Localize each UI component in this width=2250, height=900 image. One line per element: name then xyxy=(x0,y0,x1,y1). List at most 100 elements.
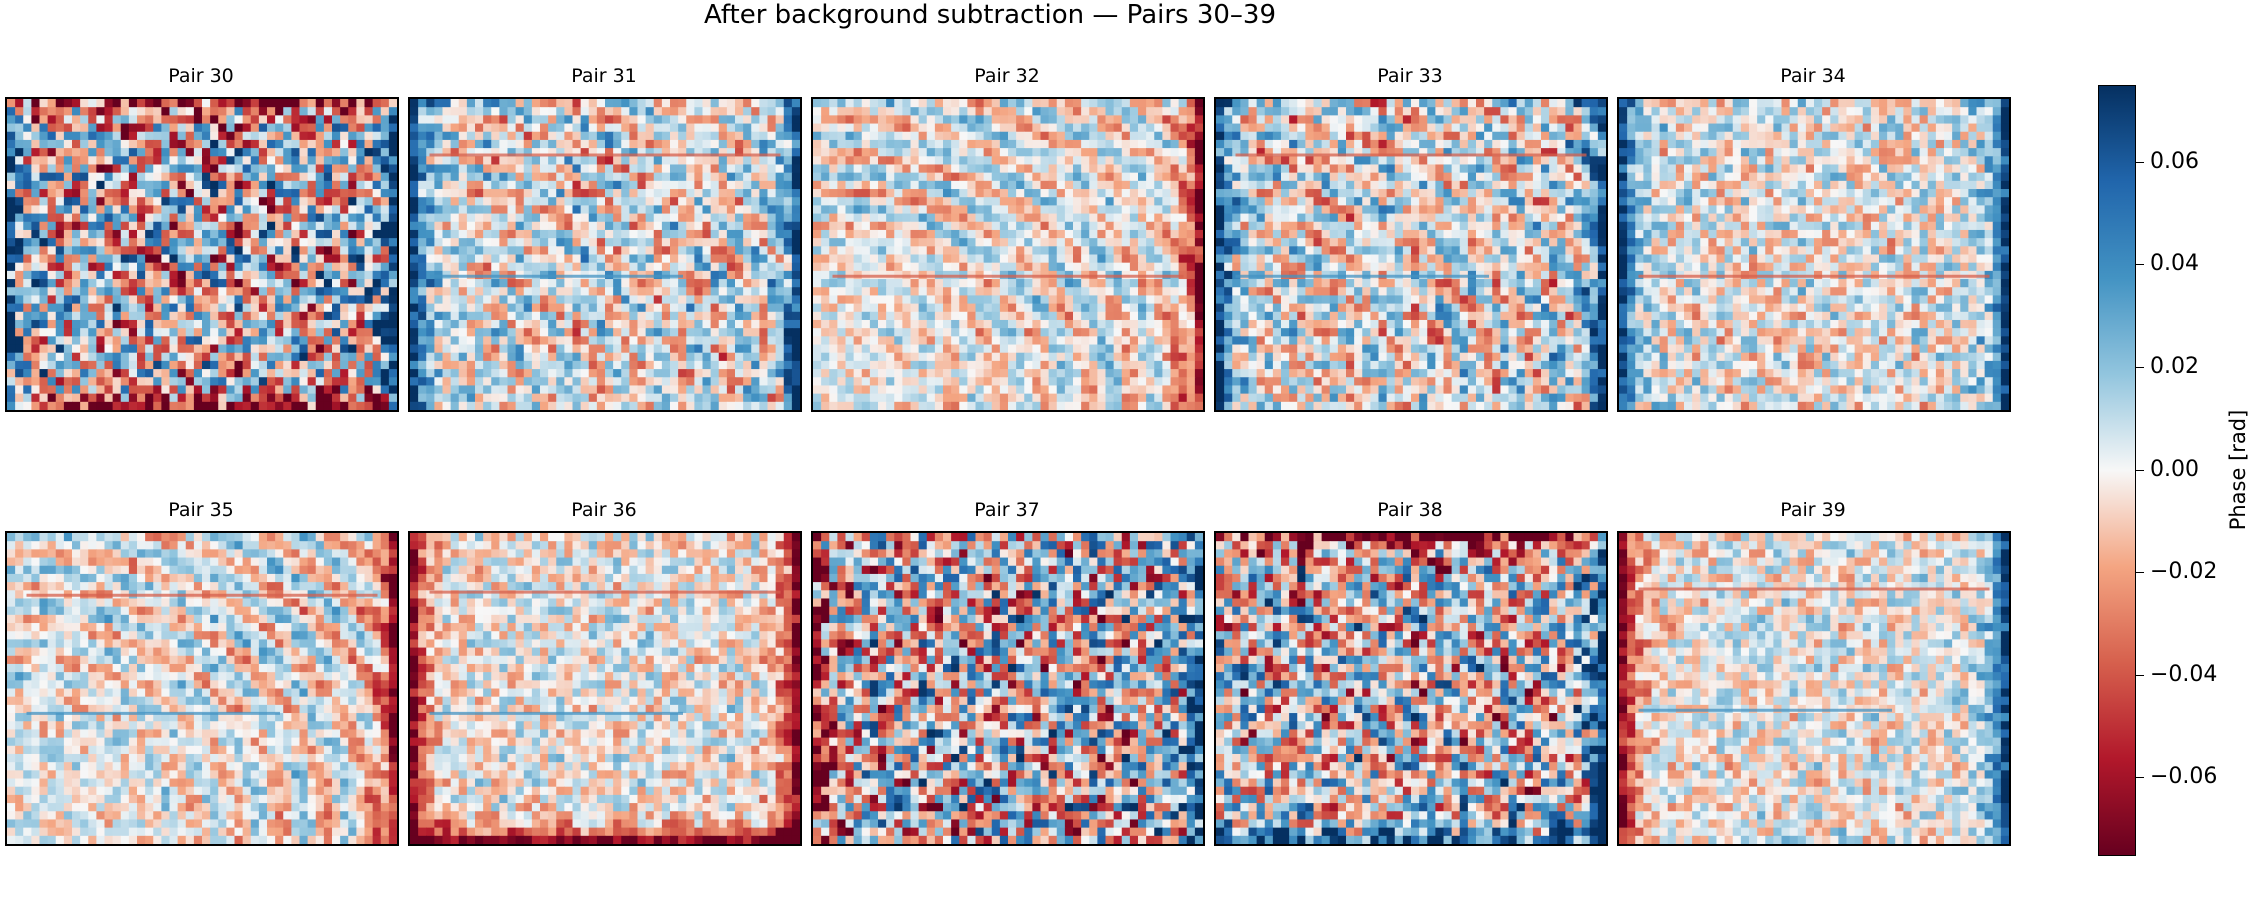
heat-cell xyxy=(15,254,24,264)
heat-cell xyxy=(499,254,509,264)
heat-cell xyxy=(458,238,468,247)
heat-cell xyxy=(572,360,582,370)
heat-cell xyxy=(829,311,838,321)
heat-cell xyxy=(967,319,977,329)
heat-cell xyxy=(426,172,435,182)
heat-cell xyxy=(629,139,639,149)
heat-cell xyxy=(418,311,427,321)
heat-cell xyxy=(410,246,419,256)
heat-cell xyxy=(515,131,525,141)
heat-cell xyxy=(1162,279,1172,288)
heat-cell xyxy=(902,148,912,157)
heat-cell xyxy=(710,246,720,256)
heat-cell xyxy=(975,303,985,313)
heat-cell xyxy=(548,213,557,223)
heat-cell xyxy=(7,377,16,387)
heat-cell xyxy=(104,246,114,256)
heat-cell xyxy=(613,172,622,182)
heat-cell xyxy=(450,385,460,395)
heat-cell xyxy=(1186,229,1196,239)
heat-cell xyxy=(332,221,341,231)
heat-cell xyxy=(15,131,24,141)
heat-cell xyxy=(372,360,382,370)
heat-cell xyxy=(629,107,639,116)
heat-cell xyxy=(821,115,830,125)
heat-cell xyxy=(466,107,476,116)
heat-cell xyxy=(258,221,268,231)
heat-cell xyxy=(637,287,647,297)
heat-cell xyxy=(210,180,219,190)
heat-cell xyxy=(621,213,630,223)
heat-cell xyxy=(1129,189,1139,198)
heat-cell xyxy=(686,189,695,198)
heat-cell xyxy=(418,180,427,190)
heat-cell xyxy=(926,279,936,288)
heat-cell xyxy=(161,360,171,370)
heat-cell xyxy=(283,385,292,395)
heat-cell xyxy=(813,172,822,182)
heat-cell xyxy=(1194,213,1203,223)
heat-cell xyxy=(934,107,944,116)
heat-cell xyxy=(242,287,252,297)
heat-cell xyxy=(128,287,138,297)
heat-cell xyxy=(1162,131,1172,141)
heat-cell xyxy=(226,369,236,378)
heat-cell xyxy=(315,377,325,387)
heat-cell xyxy=(434,221,444,231)
heat-cell xyxy=(507,246,517,256)
heat-cell xyxy=(1194,180,1203,190)
heat-cell xyxy=(523,254,533,264)
heat-cell xyxy=(837,107,847,116)
heat-cell xyxy=(145,270,154,280)
heat-cell xyxy=(1073,164,1082,174)
heat-cell xyxy=(234,180,244,190)
heat-cell xyxy=(458,172,468,182)
heat-cell xyxy=(678,352,687,362)
heat-cell xyxy=(702,107,712,116)
heat-cell xyxy=(7,99,16,108)
heat-cell xyxy=(869,287,879,297)
heat-cell xyxy=(1048,115,1058,125)
heat-cell xyxy=(475,205,484,215)
heat-cell xyxy=(783,360,793,370)
heat-cell xyxy=(315,139,325,149)
heat-cell xyxy=(629,156,639,166)
heat-cell xyxy=(621,254,630,264)
heat-cell xyxy=(613,148,622,157)
heat-cell xyxy=(1121,279,1131,288)
heat-cell xyxy=(491,229,500,239)
heat-cell xyxy=(388,377,397,387)
heat-cell xyxy=(588,336,598,346)
heat-cell xyxy=(426,360,435,370)
heat-cell xyxy=(242,393,252,403)
heat-cell xyxy=(926,164,936,174)
heat-cell xyxy=(218,270,227,280)
heat-cell xyxy=(483,319,492,329)
heat-cell xyxy=(7,156,16,166)
heat-cell xyxy=(153,148,162,157)
heat-cell xyxy=(637,229,647,239)
heat-cell xyxy=(1170,295,1180,305)
heat-cell xyxy=(637,295,647,305)
heat-cell xyxy=(759,213,769,223)
heat-cell xyxy=(250,139,260,149)
heat-cell xyxy=(726,107,736,116)
heat-cell xyxy=(1048,197,1058,206)
heat-cell xyxy=(934,287,944,297)
heat-cell xyxy=(258,401,268,410)
heat-cell xyxy=(783,328,793,337)
heat-cell xyxy=(267,279,276,288)
heat-cell xyxy=(670,385,679,395)
heat-cell xyxy=(1178,115,1188,125)
heat-cell xyxy=(507,319,517,329)
heat-cell xyxy=(845,295,855,305)
heat-cell xyxy=(72,319,81,329)
heat-cell xyxy=(515,221,525,231)
heat-cell xyxy=(1073,189,1082,198)
heat-cell xyxy=(372,189,382,198)
heat-cell xyxy=(515,238,525,247)
heat-cell xyxy=(442,115,452,125)
heat-cell xyxy=(250,328,260,337)
heat-cell xyxy=(653,287,663,297)
heat-cell xyxy=(1138,156,1147,166)
